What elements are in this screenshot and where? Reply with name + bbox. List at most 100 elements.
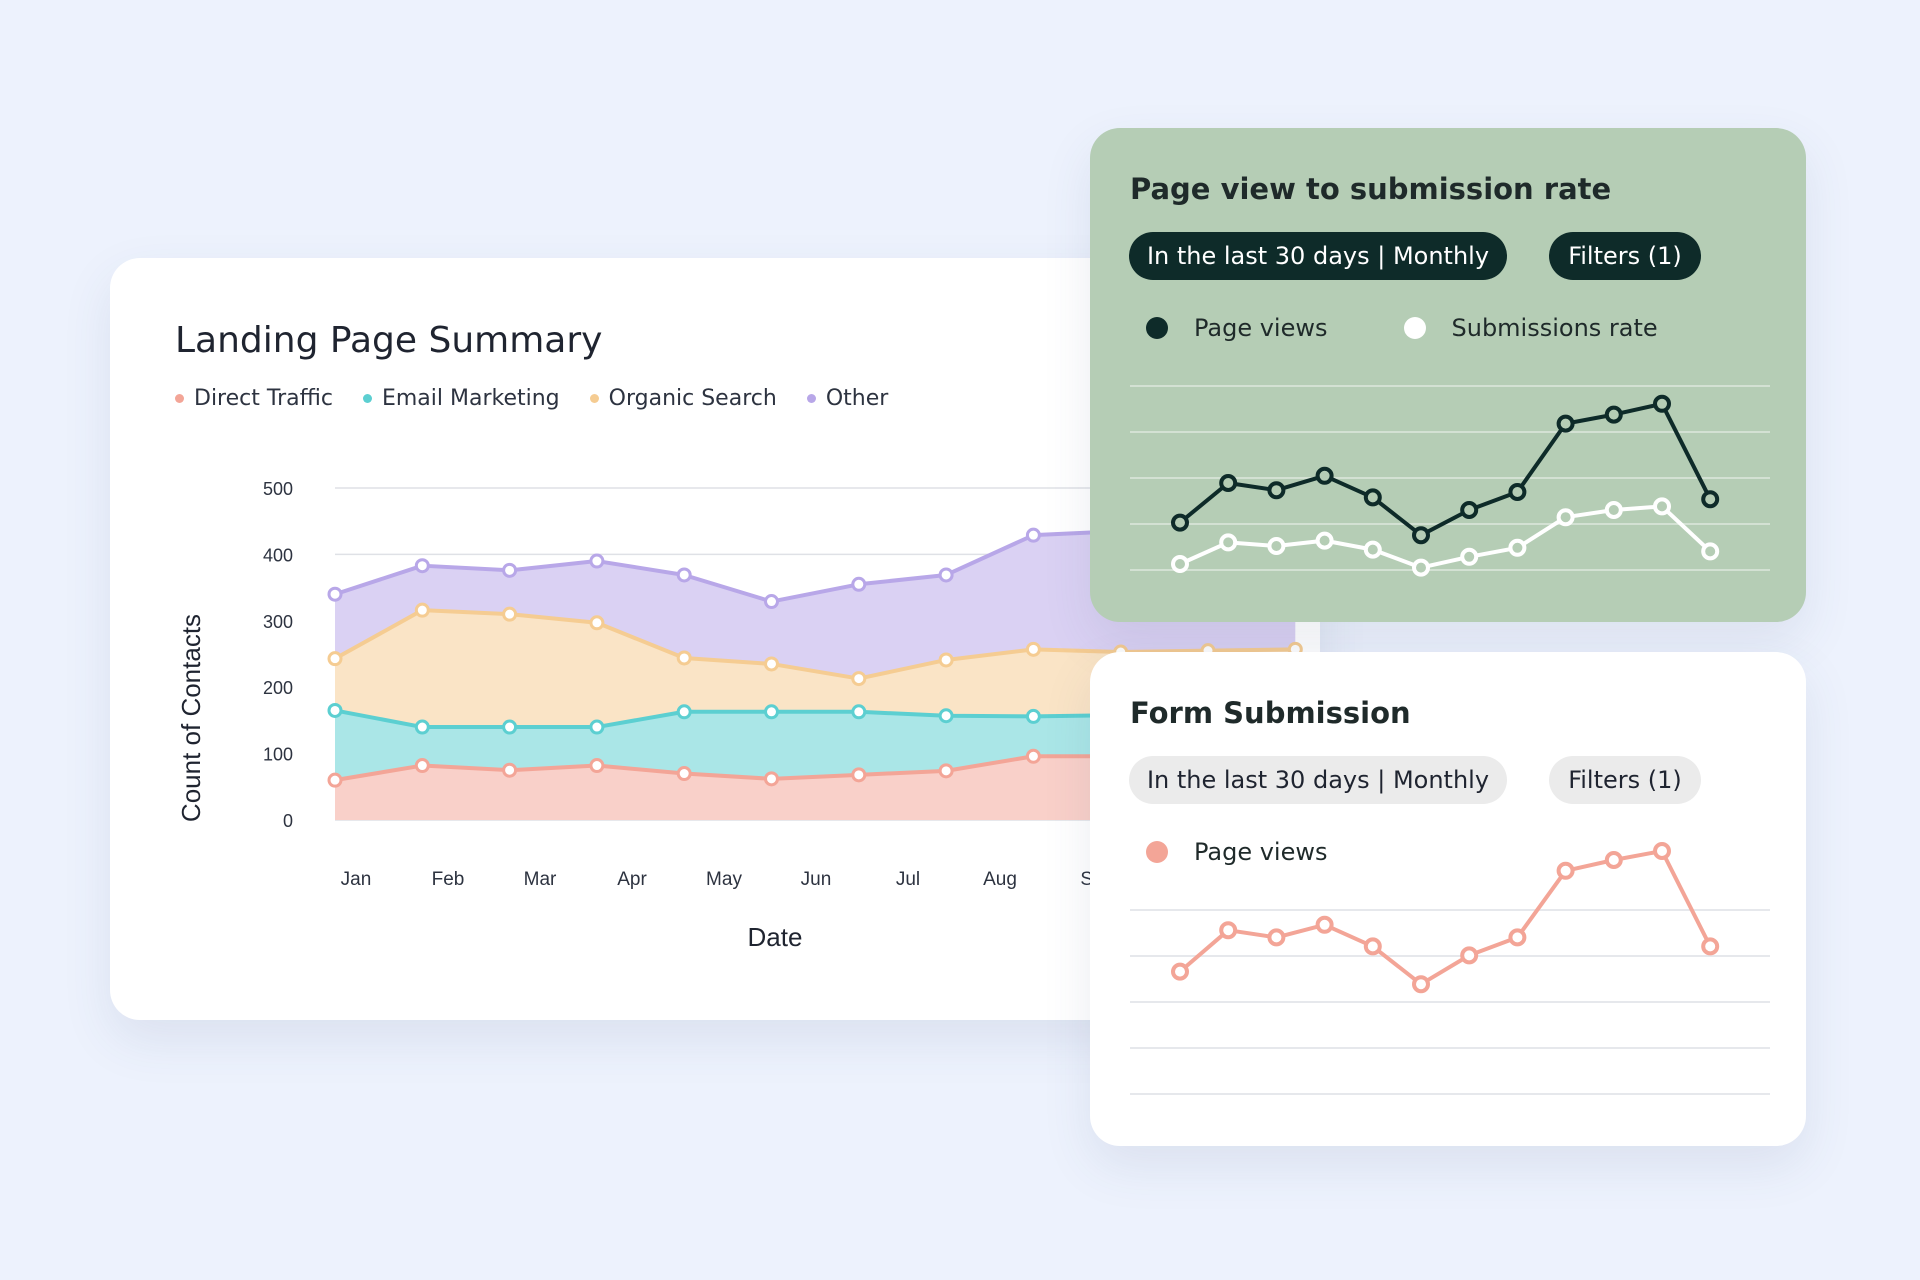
point-page-views	[1556, 861, 1575, 880]
point-page-views	[1460, 501, 1479, 519]
filters-button[interactable]: Filters (1)	[1549, 232, 1701, 280]
landing-card-title: Landing Page Summary	[175, 320, 603, 361]
point-page-views	[1508, 928, 1527, 947]
legend-label-submissions-rate: Submissions rate	[1451, 314, 1658, 342]
point-submissions-rate	[1171, 555, 1189, 573]
point-organic-search	[851, 671, 867, 687]
point-page-views	[1267, 481, 1286, 500]
submission-rate-line-chart	[1130, 385, 1770, 577]
x-tick-label: Jan	[341, 869, 372, 890]
point-other	[764, 594, 779, 610]
point-direct-traffic	[764, 771, 779, 787]
point-submissions-rate	[1460, 547, 1479, 566]
line-page-views	[1178, 401, 1712, 538]
legend-submissions-rate[interactable]: Submissions rate	[1403, 314, 1658, 342]
point-email-marketing	[414, 719, 430, 735]
point-page-views	[1604, 851, 1623, 869]
point-direct-traffic	[938, 763, 954, 779]
point-page-views	[1412, 975, 1430, 994]
date-range-filter-button[interactable]: In the last 30 days | Monthly	[1129, 756, 1507, 804]
legend-organic-search[interactable]: Organic Search	[589, 386, 777, 411]
point-page-views	[1315, 915, 1334, 934]
legend-dot-page-views	[1146, 317, 1168, 339]
legend-label-page-views: Page views	[1194, 314, 1328, 342]
point-organic-search	[764, 656, 779, 672]
legend-direct-traffic[interactable]: Direct Traffic	[175, 386, 333, 411]
line-organic-search	[334, 608, 1296, 681]
point-other	[676, 567, 692, 583]
point-email-marketing	[851, 704, 867, 720]
point-email-marketing	[327, 702, 343, 718]
point-page-views	[1701, 490, 1720, 509]
point-page-views	[1556, 414, 1575, 433]
point-submissions-rate	[1508, 538, 1527, 557]
point-other	[414, 558, 430, 574]
point-page-views	[1508, 483, 1527, 501]
point-page-views	[1315, 466, 1334, 485]
legend-page-views[interactable]: Page views	[1146, 838, 1328, 866]
point-organic-search	[1025, 641, 1041, 657]
point-organic-search	[676, 650, 692, 666]
point-page-views	[1219, 921, 1238, 940]
x-tick-label: Aug	[983, 869, 1017, 890]
point-organic-search	[414, 602, 430, 618]
point-organic-search	[938, 652, 954, 668]
point-other	[327, 586, 343, 602]
point-email-marketing	[589, 719, 605, 735]
point-page-views	[1460, 946, 1479, 965]
point-email-marketing	[676, 704, 692, 720]
legend-dot-direct-traffic	[175, 394, 184, 403]
y-tick-label: 400	[263, 545, 293, 565]
point-submissions-rate	[1267, 537, 1286, 555]
point-direct-traffic	[502, 762, 518, 778]
point-page-views	[1701, 937, 1720, 956]
point-direct-traffic	[327, 772, 343, 788]
point-organic-search	[327, 651, 343, 667]
date-range-filter-button[interactable]: In the last 30 days | Monthly	[1129, 232, 1507, 280]
x-tick-label: May	[706, 869, 742, 890]
legend-email-marketing[interactable]: Email Marketing	[362, 386, 560, 411]
point-other	[1025, 527, 1041, 543]
line-submissions-rate	[1179, 504, 1712, 570]
point-submissions-rate	[1653, 497, 1671, 516]
legend-label-email-marketing: Email Marketing	[381, 386, 560, 411]
y-tick-label: 300	[263, 612, 293, 632]
point-page-views	[1219, 474, 1238, 492]
point-email-marketing	[502, 719, 518, 735]
x-tick-label: Feb	[432, 869, 465, 890]
filters-button[interactable]: Filters (1)	[1549, 756, 1701, 804]
point-page-views	[1653, 394, 1671, 413]
point-direct-traffic	[414, 758, 430, 774]
y-tick-label: 500	[263, 479, 293, 499]
point-other	[502, 562, 518, 578]
point-submissions-rate	[1363, 540, 1382, 559]
point-page-views	[1653, 842, 1671, 860]
submission-rate-title: Page view to submission rate	[1130, 172, 1612, 206]
legend-dot-organic-search	[589, 394, 599, 403]
legend-other[interactable]: Other	[806, 386, 888, 411]
point-submissions-rate	[1412, 558, 1430, 577]
y-tick-label: 100	[263, 745, 293, 765]
point-page-views	[1363, 937, 1382, 956]
point-page-views	[1363, 488, 1382, 507]
point-page-views	[1412, 526, 1430, 545]
x-tick-label: Jul	[896, 869, 920, 890]
point-submissions-rate	[1315, 531, 1334, 550]
point-other	[851, 576, 867, 592]
point-other	[938, 567, 954, 583]
point-organic-search	[502, 606, 518, 622]
point-email-marketing	[764, 704, 779, 720]
x-tick-label: Jun	[801, 869, 832, 890]
y-tick-label: 200	[263, 678, 293, 698]
form-submission-legend: Page views	[1146, 838, 1328, 866]
point-direct-traffic	[676, 766, 692, 782]
area-direct-traffic	[335, 756, 1296, 820]
point-direct-traffic	[1025, 748, 1041, 764]
submission-rate-legend: Page views Submissions rate	[1146, 314, 1658, 342]
x-tick-label: Apr	[617, 869, 647, 890]
legend-page-views[interactable]: Page views	[1146, 314, 1328, 342]
point-direct-traffic	[851, 767, 867, 783]
x-tick-label: Mar	[524, 869, 557, 890]
legend-dot-other	[806, 394, 816, 403]
y-tick-label: 0	[283, 811, 293, 831]
